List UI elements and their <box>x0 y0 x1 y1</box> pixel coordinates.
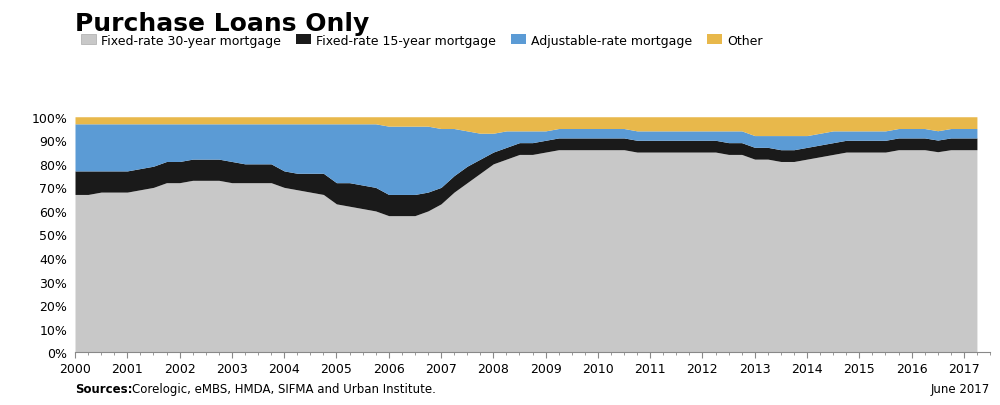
Text: Purchase Loans Only: Purchase Loans Only <box>75 12 369 36</box>
Text: Sources:: Sources: <box>75 382 132 395</box>
Text: June 2017: June 2017 <box>931 382 990 395</box>
Legend: Fixed-rate 30-year mortgage, Fixed-rate 15-year mortgage, Adjustable-rate mortga: Fixed-rate 30-year mortgage, Fixed-rate … <box>81 34 763 47</box>
Text: Corelogic, eMBS, HMDA, SIFMA and Urban Institute.: Corelogic, eMBS, HMDA, SIFMA and Urban I… <box>132 382 436 395</box>
